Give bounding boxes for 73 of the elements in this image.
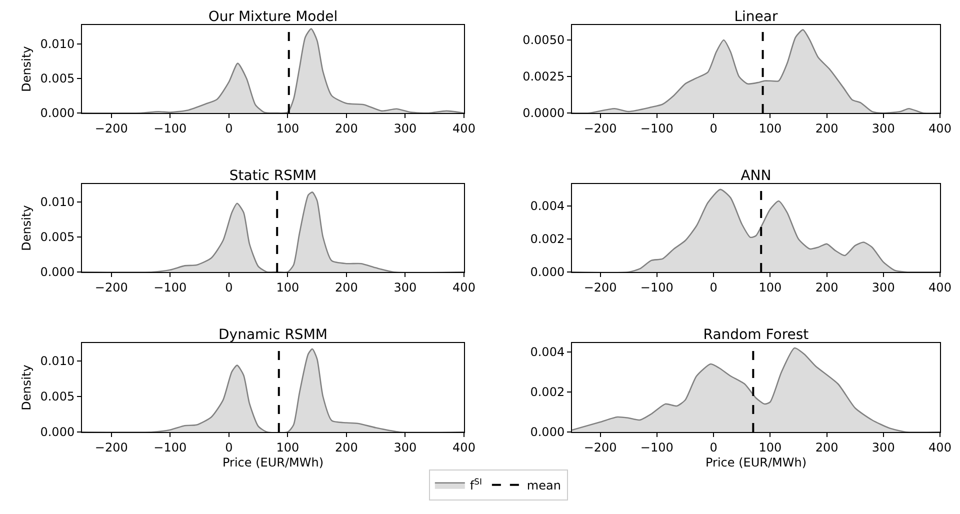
x-tick-label: 0 xyxy=(225,440,233,454)
x-tick-label: 400 xyxy=(452,121,476,136)
x-tick-label: −200 xyxy=(94,280,128,294)
x-tick-label: 200 xyxy=(335,440,358,454)
x-tick-label: −100 xyxy=(640,121,674,136)
y-tick-label: 0.002 xyxy=(530,385,565,400)
y-tick-label: 0.005 xyxy=(40,390,75,404)
x-tick-label: 100 xyxy=(758,121,782,136)
x-tick-label: 0 xyxy=(225,280,233,294)
x-tick-label: 300 xyxy=(394,121,417,136)
y-tick-label: 0.002 xyxy=(530,232,565,246)
x-tick-label: 400 xyxy=(928,280,952,294)
y-tick-label: 0.000 xyxy=(40,425,75,440)
y-tick-label: 0.010 xyxy=(40,354,75,368)
x-tick-label: −100 xyxy=(154,440,187,454)
x-tick-label: −200 xyxy=(584,440,617,454)
x-axis-title: Price (EUR/MWh) xyxy=(222,455,324,470)
y-tick-label: 0.005 xyxy=(40,72,75,86)
y-tick-label: 0.0000 xyxy=(522,106,565,120)
x-tick-label: 100 xyxy=(276,121,300,136)
legend-label: mean xyxy=(526,478,561,493)
x-tick-label: 400 xyxy=(452,280,476,294)
y-tick-label: 0.0025 xyxy=(522,70,565,84)
y-tick-label: 0.010 xyxy=(40,195,75,210)
y-tick-label: 0.000 xyxy=(530,265,565,280)
x-axis-title: Price (EUR/MWh) xyxy=(705,455,807,470)
x-tick-label: 0 xyxy=(225,121,233,136)
x-tick-label: 0 xyxy=(710,440,718,454)
x-tick-label: −200 xyxy=(584,280,617,294)
y-tick-label: 0.004 xyxy=(530,345,565,360)
chart-title: Dynamic RSMM xyxy=(218,327,328,343)
x-tick-label: −200 xyxy=(94,121,128,136)
x-tick-label: −100 xyxy=(154,121,187,136)
x-tick-label: 100 xyxy=(758,440,782,454)
chart-title: Our Mixture Model xyxy=(208,9,338,25)
y-axis-title: Density xyxy=(20,205,34,251)
chart-title: Static RSMM xyxy=(229,168,317,184)
x-tick-label: 100 xyxy=(276,440,300,454)
x-tick-label: 300 xyxy=(872,121,895,136)
x-tick-label: 400 xyxy=(928,121,952,136)
y-tick-label: 0.010 xyxy=(40,37,75,52)
x-tick-label: 100 xyxy=(276,280,300,294)
x-tick-label: 400 xyxy=(452,440,476,454)
x-tick-label: 100 xyxy=(758,280,782,294)
x-tick-label: 200 xyxy=(815,280,838,294)
y-tick-label: 0.0050 xyxy=(522,33,565,48)
x-tick-label: 300 xyxy=(872,440,895,454)
chart-title: Linear xyxy=(734,9,778,25)
x-tick-label: 300 xyxy=(872,280,895,294)
x-tick-label: 300 xyxy=(394,280,417,294)
x-tick-label: −100 xyxy=(640,440,674,454)
x-tick-label: −200 xyxy=(94,440,128,454)
chart-title: Random Forest xyxy=(703,327,810,343)
y-tick-label: 0.004 xyxy=(530,199,565,214)
y-tick-label: 0.000 xyxy=(530,425,565,440)
y-axis-title: Density xyxy=(20,46,34,92)
chart-title: ANN xyxy=(740,168,772,184)
x-tick-label: 400 xyxy=(928,440,952,454)
legend-label: f$^{SI}$ xyxy=(470,476,482,493)
y-tick-label: 0.000 xyxy=(40,265,75,280)
x-tick-label: 0 xyxy=(710,121,718,136)
x-tick-label: 200 xyxy=(335,121,358,136)
y-tick-label: 0.005 xyxy=(40,230,75,244)
x-tick-label: 200 xyxy=(815,440,838,454)
x-tick-label: 200 xyxy=(335,280,358,294)
x-tick-label: −100 xyxy=(640,280,674,294)
x-tick-label: −200 xyxy=(584,121,617,136)
y-axis-title: Density xyxy=(20,364,34,410)
y-tick-label: 0.000 xyxy=(40,106,75,120)
x-tick-label: −100 xyxy=(154,280,187,294)
x-tick-label: 0 xyxy=(710,280,718,294)
x-tick-label: 200 xyxy=(815,121,838,136)
x-tick-label: 300 xyxy=(394,440,417,454)
